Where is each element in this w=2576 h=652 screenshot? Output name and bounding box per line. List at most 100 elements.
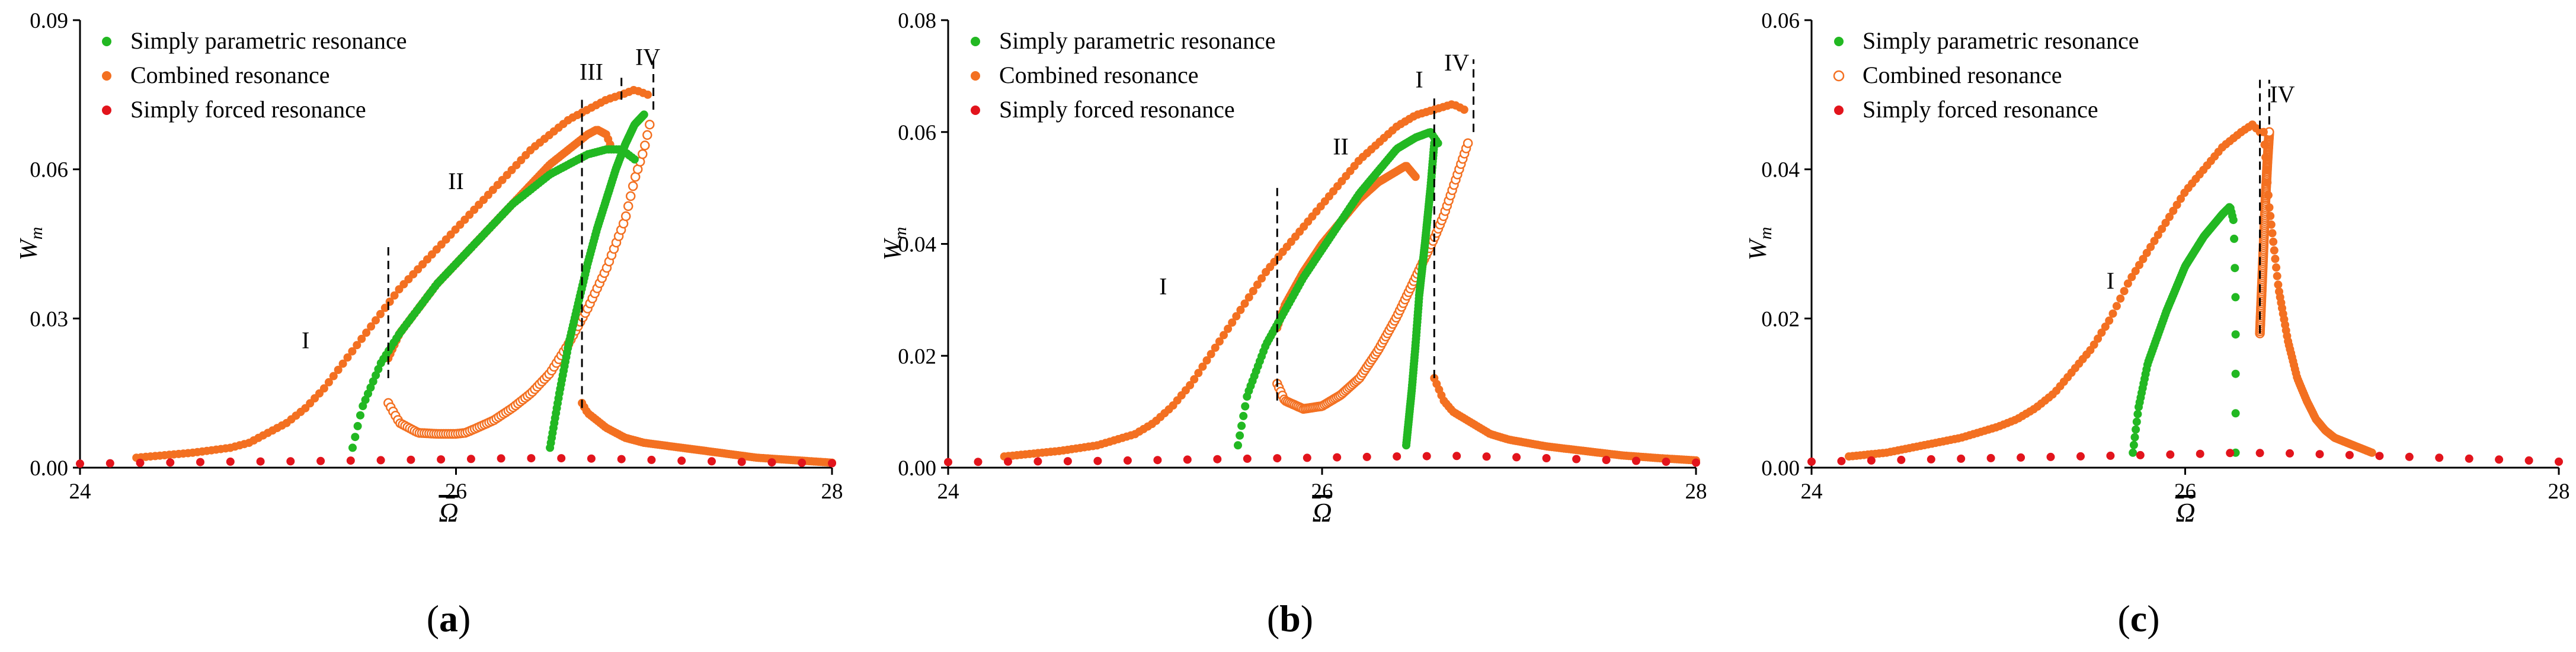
series-combined-marker — [625, 191, 636, 202]
legend-marker-parametric — [102, 37, 111, 46]
legend-label: Combined resonance — [130, 62, 330, 88]
series-forced-marker — [2046, 452, 2055, 461]
series-forced-marker — [497, 454, 505, 463]
series-combined-marker — [2268, 229, 2277, 238]
series-combined-marker — [2172, 200, 2181, 209]
series-combined-marker — [640, 140, 650, 151]
series-combined-marker — [2169, 206, 2178, 215]
series-combined-marker — [2094, 334, 2103, 343]
legend-label: Simply parametric resonance — [130, 27, 407, 54]
legend-marker-parametric — [971, 37, 980, 46]
series-forced-marker — [437, 455, 446, 464]
series-forced-marker — [1692, 458, 1700, 467]
series-forced-marker — [256, 457, 265, 466]
legend-marker-forced — [1834, 106, 1844, 115]
y-tick-label: 0.00 — [30, 456, 68, 481]
x-tick-label: 24 — [937, 480, 959, 504]
series-combined-marker — [1249, 287, 1257, 295]
series-forced-marker — [2405, 452, 2414, 461]
series-forced-marker — [1512, 453, 1521, 462]
y-ticks: 0.00 0.03 0.06 0.09 — [30, 9, 80, 481]
x-tick-label: 26 — [445, 480, 467, 504]
series-forced-marker — [1632, 456, 1640, 465]
series-forced-marker — [677, 456, 686, 465]
series-forced-marker — [1333, 453, 1342, 462]
y-tick-label: 0.03 — [30, 307, 68, 331]
y-tick-label: 0.06 — [1761, 9, 1800, 33]
series-forced-marker — [944, 458, 952, 466]
x-ticks: 24 26 28 — [937, 468, 1707, 504]
series-forced-marker — [1662, 458, 1671, 466]
series-combined-marker — [1236, 305, 1245, 314]
series-combined-marker — [2161, 219, 2170, 227]
series-parametric-marker — [2132, 417, 2141, 426]
boundary-lines — [1276, 59, 1475, 401]
series-forced-marker — [617, 455, 626, 464]
series-forced-marker — [2345, 450, 2354, 459]
series-combined-marker — [2269, 237, 2278, 246]
series-forced-marker — [1213, 455, 1222, 464]
legend-marker-forced — [102, 106, 111, 115]
x-tick-label: 28 — [1685, 480, 1707, 504]
series-combined-marker — [343, 353, 352, 362]
series-parametric-marker — [2132, 425, 2140, 434]
legend-label: Simply forced resonance — [1863, 96, 2098, 123]
series-combined-marker — [2142, 248, 2151, 257]
series-parametric-marker — [348, 443, 357, 452]
series-combined-marker — [1411, 172, 1420, 181]
series-forced-marker — [2375, 452, 2384, 461]
series-combined-marker — [1194, 369, 1203, 378]
series-combined-marker — [2274, 280, 2283, 289]
series-forced-marker — [136, 458, 145, 467]
series-combined-marker — [2367, 448, 2376, 457]
series-combined-marker — [623, 201, 633, 212]
series-forced-marker — [316, 456, 325, 465]
series-combined-marker — [390, 291, 399, 300]
series-combined-marker — [2263, 178, 2272, 187]
region-label: II — [1333, 133, 1349, 160]
legend-marker-forced — [971, 106, 980, 115]
y-tick-label: 0.04 — [1761, 158, 1800, 183]
data-marks — [76, 86, 836, 468]
series-parametric-marker — [1234, 441, 1242, 450]
series-forced-marker — [1153, 456, 1162, 465]
series-forced-marker — [1183, 455, 1192, 464]
series-forced-marker — [1927, 455, 1935, 464]
series-combined-marker — [2131, 267, 2140, 276]
series-combined-marker — [348, 347, 357, 356]
y-ticks: 0.00 0.02 0.04 0.06 — [1761, 9, 1812, 481]
region-label: IV — [635, 44, 660, 71]
series-forced-marker — [2465, 454, 2473, 463]
y-tick-label: 0.00 — [898, 456, 936, 481]
legend-label: Simply parametric resonance — [999, 27, 1275, 54]
series-combined-marker — [1253, 280, 1262, 289]
series-combined-marker — [2261, 153, 2270, 162]
series-combined-marker — [334, 366, 343, 374]
series-parametric-marker — [2133, 410, 2142, 418]
series-forced-marker — [798, 458, 807, 467]
series-forced-marker — [1957, 454, 1966, 463]
y-tick-label: 0.08 — [898, 9, 936, 33]
series-combined-marker — [1190, 375, 1199, 383]
series-forced-marker — [1273, 454, 1282, 463]
series-combined-marker — [2120, 287, 2129, 296]
y-tick-label: 0.04 — [898, 233, 936, 257]
series-combined-marker — [2089, 340, 2098, 349]
y-axis-label: Wm — [1745, 227, 1775, 261]
series-forced-marker — [166, 458, 175, 467]
series-forced-marker — [2555, 457, 2563, 466]
series-combined-marker — [380, 303, 389, 312]
series-parametric-marker — [2231, 330, 2240, 339]
series-parametric-marker — [2230, 234, 2239, 243]
series-forced-marker — [1602, 456, 1611, 464]
series-combined-marker — [2097, 328, 2106, 337]
legend-marker-parametric — [1834, 37, 1844, 46]
series-forced-marker — [1422, 452, 1431, 461]
series-combined-marker — [1228, 318, 1237, 327]
data-marks — [944, 100, 1700, 467]
series-combined-marker — [2177, 194, 2185, 203]
y-tick-label: 0.06 — [30, 158, 68, 183]
x-tick-label: 26 — [1311, 480, 1333, 504]
series-combined-marker — [2267, 220, 2276, 229]
